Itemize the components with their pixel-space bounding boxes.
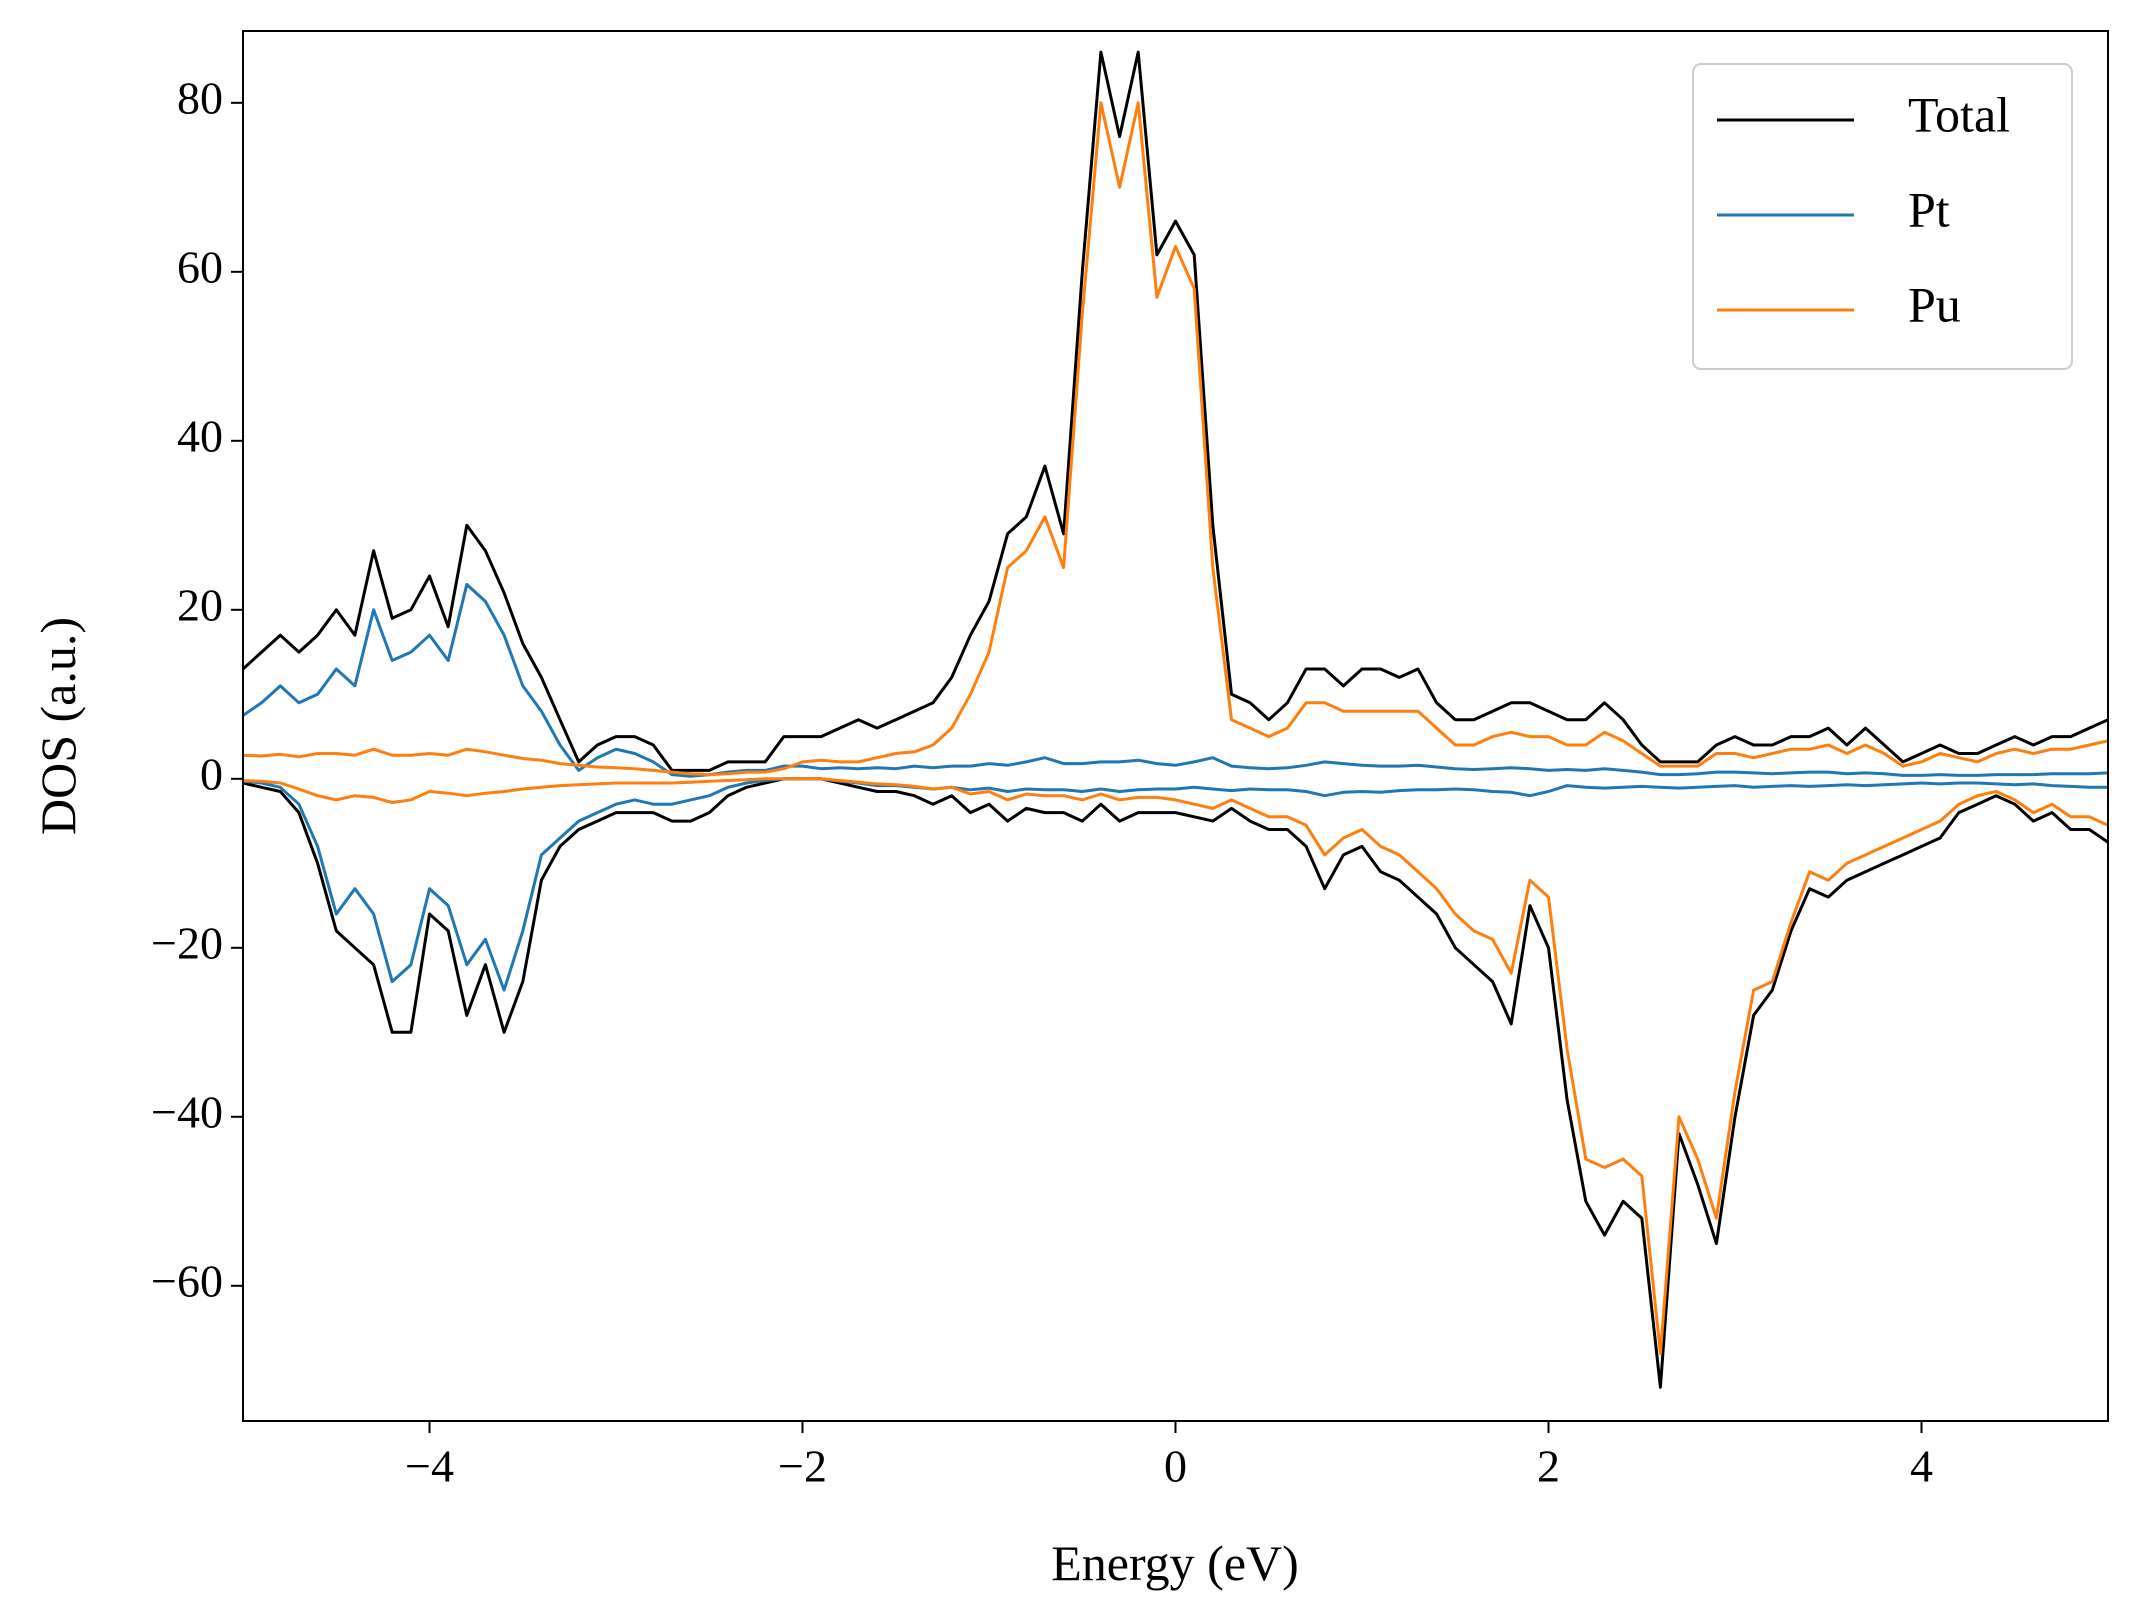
x-tick-label: −2 <box>778 1441 827 1492</box>
dos-line <box>243 50 2108 772</box>
dos-line <box>243 583 2108 778</box>
plot-lines <box>243 50 2108 1389</box>
x-tick-label: −4 <box>405 1441 454 1492</box>
y-tick-label: −60 <box>151 1255 223 1306</box>
dos-line <box>243 777 2108 1355</box>
x-axis-label: Energy (eV) <box>1051 1535 1299 1591</box>
legend-label: Pu <box>1908 276 1961 332</box>
y-tick-label: 40 <box>177 410 223 461</box>
legend-label: Pt <box>1908 181 1950 237</box>
y-tick-label: −20 <box>151 917 223 968</box>
y-tick-label: 80 <box>177 72 223 123</box>
x-tick-label: 0 <box>1164 1441 1187 1492</box>
dos-line <box>243 101 2108 777</box>
x-tick-label: 4 <box>1910 1441 1933 1492</box>
y-axis-label: DOS (a.u.) <box>30 617 86 835</box>
dos-line <box>243 777 2108 992</box>
y-tick-label: 20 <box>177 579 223 630</box>
plot-frame <box>242 30 2109 1422</box>
dos-line <box>243 777 2108 1389</box>
x-tick-label: 2 <box>1537 1441 1560 1492</box>
legend-label: Total <box>1908 86 2010 142</box>
y-tick-label: 0 <box>200 748 223 799</box>
y-tick-label: −40 <box>151 1086 223 1137</box>
y-tick-label: 60 <box>177 241 223 292</box>
legend-box <box>1692 63 2073 370</box>
